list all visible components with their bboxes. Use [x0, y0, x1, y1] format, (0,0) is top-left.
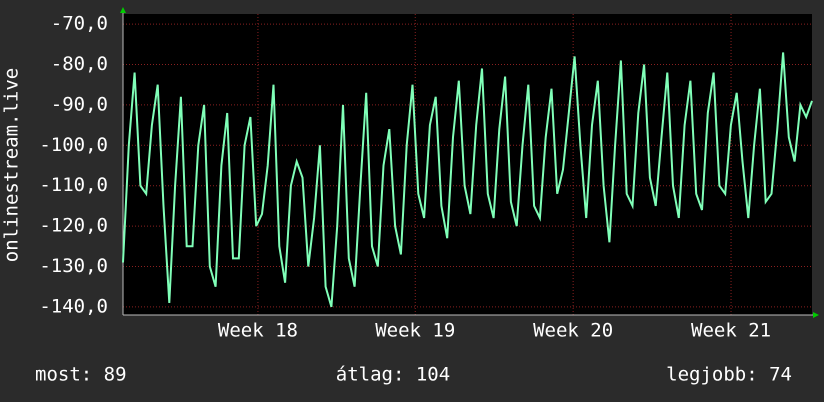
x-arrow	[813, 312, 819, 318]
y-tick-label: -110,0	[39, 174, 108, 196]
x-tick-label: Week 21	[691, 320, 771, 342]
x-tick-label: Week 20	[533, 320, 613, 342]
x-tick-label: Week 18	[218, 320, 298, 342]
grid	[123, 14, 812, 315]
plot-area	[123, 14, 812, 315]
y-tick-label: -120,0	[39, 215, 108, 237]
y-tick-label: -130,0	[39, 255, 108, 277]
stat-current: most: 89	[35, 364, 127, 386]
y-tick-label: -70,0	[51, 13, 108, 35]
y-tick-label: -80,0	[51, 53, 108, 75]
y-tick-label: -140,0	[39, 295, 108, 317]
y-tick-label: -100,0	[39, 134, 108, 156]
stat-best: legjobb: 74	[666, 364, 792, 386]
x-tick-label: Week 19	[375, 320, 455, 342]
y-axis-label: onlinestream.live	[1, 68, 23, 262]
y-arrow	[120, 7, 126, 13]
y-tick-label: -90,0	[51, 93, 108, 115]
data-line	[122, 52, 813, 308]
stat-average: átlag: 104	[336, 364, 450, 386]
